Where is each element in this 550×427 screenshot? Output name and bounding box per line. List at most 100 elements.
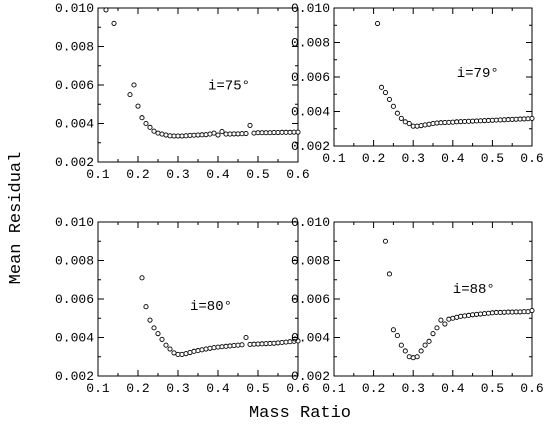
data-point bbox=[529, 307, 535, 314]
data-point bbox=[239, 342, 245, 348]
data-point bbox=[135, 103, 141, 109]
data-point bbox=[231, 343, 237, 349]
data-point bbox=[131, 82, 137, 88]
data-point bbox=[394, 110, 400, 116]
data-point bbox=[207, 131, 213, 137]
x-tick-label: 0.4 bbox=[441, 151, 465, 166]
x-tick-label: 0.2 bbox=[126, 381, 149, 396]
data-point bbox=[207, 345, 213, 351]
data-point bbox=[382, 89, 389, 96]
data-point bbox=[139, 115, 145, 121]
data-point bbox=[386, 271, 392, 277]
x-tick-label: 0.5 bbox=[481, 151, 504, 166]
data-point bbox=[295, 129, 301, 135]
panels: 0.1 0.2 0.3 0.4 0.5 0.60.0020.0040.0060.0080.… bbox=[55, 1, 544, 396]
data-point bbox=[418, 348, 424, 354]
data-point bbox=[434, 325, 440, 331]
y-tick-label: 0.002 bbox=[55, 369, 94, 384]
data-point bbox=[402, 348, 408, 354]
data-point bbox=[195, 348, 201, 354]
data-point bbox=[143, 120, 149, 127]
data-point bbox=[199, 347, 205, 353]
data-point bbox=[382, 238, 389, 244]
x-tick-label: 0.2 bbox=[362, 151, 385, 166]
data-point bbox=[243, 130, 249, 137]
y-tick-label: 0.006 bbox=[55, 292, 94, 307]
x-tick-label: 0.5 bbox=[481, 381, 504, 396]
y-tick-label: 0.004 bbox=[55, 331, 94, 346]
y-tick-label: 0.002 bbox=[291, 369, 330, 384]
data-point bbox=[167, 346, 173, 352]
data-point bbox=[159, 336, 165, 342]
y-tick-label: 0.008 bbox=[55, 254, 94, 269]
x-tick-label: 0.5 bbox=[246, 167, 269, 182]
x-tick-label: 0.4 bbox=[441, 381, 465, 396]
data-point bbox=[275, 340, 281, 346]
data-point bbox=[529, 115, 535, 121]
data-point bbox=[378, 84, 385, 90]
data-point bbox=[139, 275, 145, 281]
x-tick-label: 0.4 bbox=[206, 167, 230, 182]
y-tick-label: 0.010 bbox=[55, 1, 94, 16]
data-point bbox=[283, 339, 289, 345]
y-axis-title: Mean Residual bbox=[7, 152, 26, 285]
data-point bbox=[143, 304, 149, 310]
x-tick-label: 0.6 bbox=[286, 381, 309, 396]
data-point bbox=[203, 346, 209, 352]
x-tick-label: 0.3 bbox=[166, 167, 189, 182]
y-tick-label: 0.006 bbox=[291, 292, 330, 307]
data-point bbox=[235, 342, 241, 348]
x-tick-label: 0.6 bbox=[286, 167, 309, 182]
data-point bbox=[398, 115, 404, 121]
y-tick-label: 0.004 bbox=[291, 105, 330, 120]
x-tick-label: 0.1 bbox=[86, 167, 110, 182]
data-point bbox=[111, 20, 117, 26]
x-tick-label: 0.6 bbox=[520, 151, 543, 166]
data-point bbox=[147, 124, 153, 130]
data-point bbox=[223, 343, 229, 349]
data-point bbox=[422, 122, 428, 128]
data-point bbox=[462, 313, 468, 319]
x-tick-label: 0.1 bbox=[322, 151, 346, 166]
data-point bbox=[247, 122, 253, 128]
data-point bbox=[295, 338, 301, 344]
data-point bbox=[390, 327, 396, 333]
data-point bbox=[215, 132, 221, 138]
data-point bbox=[215, 344, 221, 350]
data-point bbox=[422, 342, 428, 348]
data-point bbox=[219, 129, 225, 135]
data-point bbox=[438, 317, 444, 323]
x-tick-label: 0.1 bbox=[322, 381, 346, 396]
y-tick-label: 0.002 bbox=[55, 155, 94, 170]
x-tick-label: 0.3 bbox=[401, 151, 424, 166]
x-tick-label: 0.5 bbox=[246, 381, 269, 396]
x-tick-label: 0.2 bbox=[362, 381, 385, 396]
x-axis-title: Mass Ratio bbox=[249, 404, 351, 423]
y-tick-label: 0.010 bbox=[55, 215, 94, 230]
data-point bbox=[466, 312, 472, 318]
data-point bbox=[179, 351, 185, 357]
y-tick-label: 0.008 bbox=[291, 254, 330, 269]
x-tick-label: 0.6 bbox=[520, 381, 543, 396]
y-tick-label: 0.006 bbox=[55, 78, 94, 93]
y-tick-label: 0.008 bbox=[291, 36, 330, 51]
panel-2: 0.1 0.2 0.3 0.4 0.5 0.6 0.002 0.004 0.006 0.008 0.… bbox=[291, 1, 544, 166]
data-point bbox=[155, 130, 161, 136]
data-point bbox=[203, 132, 209, 138]
data-point bbox=[386, 96, 392, 102]
data-point bbox=[442, 321, 448, 327]
data-point bbox=[426, 338, 432, 344]
data-point bbox=[243, 334, 249, 341]
data-point bbox=[211, 345, 217, 351]
data-point bbox=[414, 354, 420, 360]
data-point bbox=[426, 121, 432, 127]
data-point bbox=[211, 130, 217, 136]
y-tick-label: 0.006 bbox=[291, 70, 330, 85]
data-point bbox=[390, 103, 396, 109]
data-point bbox=[227, 343, 233, 349]
y-tick-label: 0.004 bbox=[291, 331, 330, 346]
data-point bbox=[251, 130, 257, 136]
panel-label: i=75° bbox=[208, 79, 250, 95]
plot-frame bbox=[333, 221, 533, 377]
